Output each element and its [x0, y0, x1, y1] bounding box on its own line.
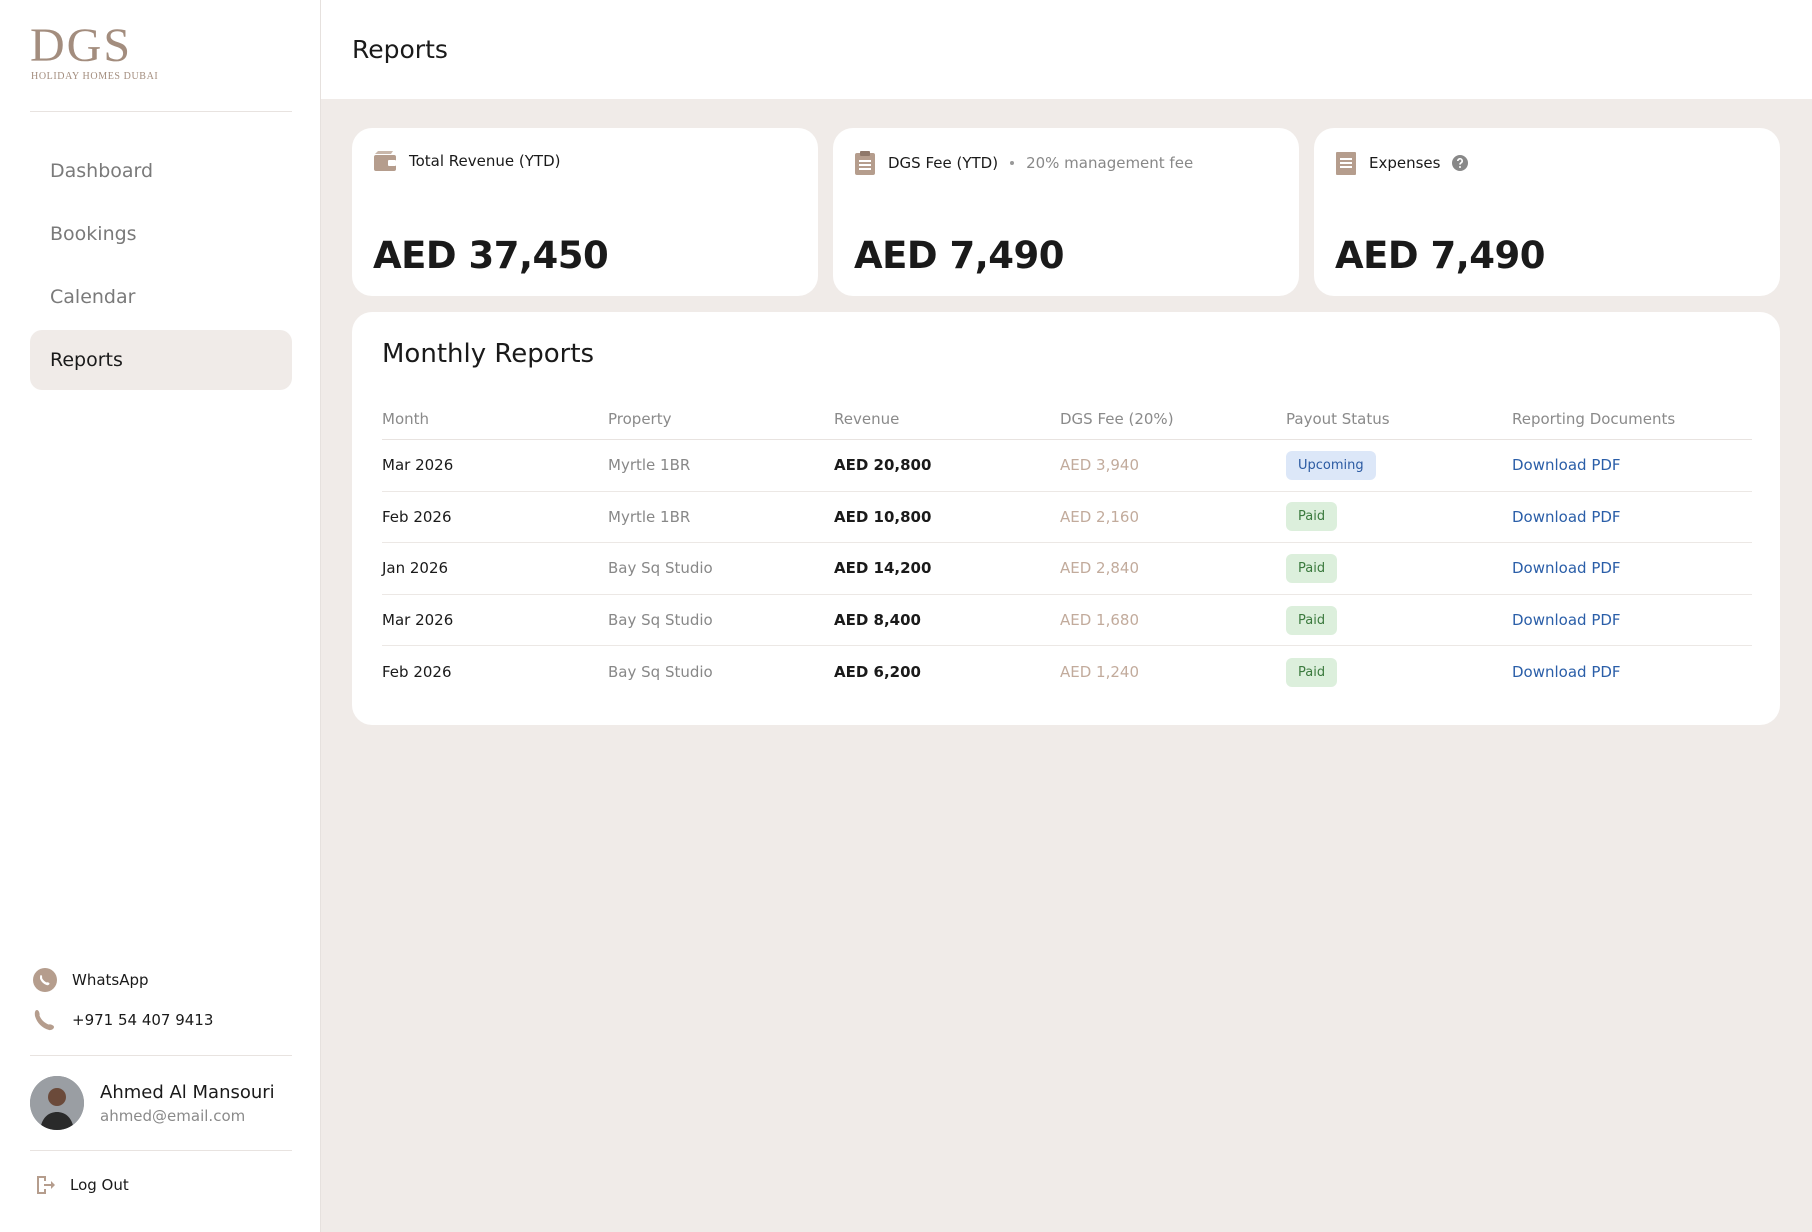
column-header: Reporting Documents: [1512, 410, 1676, 428]
logo-subtitle: HOLIDAY HOMES DUBAI: [31, 71, 159, 82]
sidebar: DGS HOLIDAY HOMES DUBAI Dashboard Booking…: [0, 0, 321, 1232]
card-header: DGS Fee (YTD) 20% management fee: [854, 150, 1193, 176]
nav-item[interactable]: Reports: [30, 330, 292, 390]
download-link[interactable]: Download PDF: [1512, 559, 1621, 578]
payout-status: Paid: [1286, 657, 1338, 687]
column-header: Revenue: [834, 410, 900, 428]
user-email: ahmed@email.com: [100, 1106, 246, 1125]
revenue: AED 10,800: [834, 507, 932, 526]
card-label: DGS Fee (YTD): [888, 154, 999, 172]
page-title: Reports: [352, 35, 448, 64]
wallet-icon: [374, 151, 396, 171]
month: Jan 2026: [382, 559, 449, 578]
summary-cards: Total Revenue (YTD) AED 37,450 DGS Fee (YT…: [352, 128, 1780, 296]
nav-item[interactable]: Bookings: [50, 223, 137, 245]
column-header: Month: [382, 410, 430, 428]
revenue: AED 14,200: [834, 559, 932, 578]
table-row: Feb 2026 Bay Sq Studio AED 6,200 AED 1,240 P…: [382, 646, 1752, 698]
card-header: Expenses: [1335, 150, 1469, 176]
property: Bay Sq Studio: [608, 663, 713, 682]
whatsapp-icon: [33, 968, 57, 992]
property: Bay Sq Studio: [608, 611, 713, 630]
card-value: AED 7,490: [854, 234, 1065, 277]
contact-label: +971 54 407 9413: [72, 1011, 214, 1029]
download-link[interactable]: Download PDF: [1512, 456, 1621, 475]
logo-title: DGS: [30, 19, 133, 72]
summary-card: Expenses AED 7,490: [1314, 128, 1780, 296]
nav-item[interactable]: Calendar: [50, 286, 136, 308]
phone-icon: [34, 1010, 54, 1031]
user-name: Ahmed Al Mansouri: [100, 1081, 275, 1103]
month: Feb 2026: [382, 663, 452, 682]
payout-status: Paid: [1286, 605, 1338, 635]
payout-status: Paid: [1286, 553, 1338, 583]
month: Feb 2026: [382, 507, 452, 526]
dgs-fee: AED 2,840: [1060, 559, 1139, 578]
receipt-icon: [1336, 152, 1356, 175]
payout-status: Upcoming: [1286, 450, 1376, 480]
card-value: AED 37,450: [373, 234, 609, 277]
download-link[interactable]: Download PDF: [1512, 611, 1621, 630]
header: Reports: [321, 0, 1812, 99]
summary-card: Total Revenue (YTD) AED 37,450: [352, 128, 818, 296]
reports-table: Month Property Revenue DGS Fee (20%) Payout …: [382, 410, 1752, 698]
month: Mar 2026: [382, 611, 454, 630]
property: Myrtle 1BR: [608, 456, 691, 475]
card-label: Total Revenue (YTD): [409, 152, 561, 170]
nav: Dashboard Bookings Calendar Reports: [30, 141, 292, 393]
help-icon[interactable]: [1452, 155, 1469, 171]
dgs-fee: AED 3,940: [1060, 456, 1139, 475]
logout-label: Log Out: [70, 1176, 129, 1194]
whatsapp[interactable]: WhatsApp: [32, 967, 149, 993]
property: Bay Sq Studio: [608, 559, 713, 578]
download-link[interactable]: Download PDF: [1512, 507, 1621, 526]
payout-status: Paid: [1286, 502, 1338, 532]
month: Mar 2026: [382, 456, 454, 475]
table-row: Mar 2026 Myrtle 1BR AED 20,800 AED 3,940 Upc…: [382, 440, 1752, 492]
table-row: Mar 2026 Bay Sq Studio AED 8,400 AED 1,680 P…: [382, 595, 1752, 647]
column-header: Payout Status: [1286, 410, 1390, 428]
divider: [30, 1150, 292, 1151]
table-row: Jan 2026 Bay Sq Studio AED 14,200 AED 2,840…: [382, 543, 1752, 595]
revenue: AED 6,200: [834, 663, 921, 682]
card-label: Expenses: [1369, 154, 1441, 172]
divider: [30, 111, 292, 112]
column-header: DGS Fee (20%): [1060, 410, 1174, 428]
download-link[interactable]: Download PDF: [1512, 663, 1621, 682]
avatar: [30, 1076, 84, 1130]
revenue: AED 20,800: [834, 456, 932, 475]
reports-panel: Monthly Reports Month Property Revenue DGS …: [352, 312, 1780, 725]
phone[interactable]: +971 54 407 9413: [32, 1007, 213, 1033]
table-header: Month Property Revenue DGS Fee (20%) Payout …: [382, 410, 1752, 440]
dgs-fee: AED 2,160: [1060, 507, 1139, 526]
card-header: Total Revenue (YTD): [373, 150, 560, 172]
property: Myrtle 1BR: [608, 507, 691, 526]
dgs-fee: AED 1,240: [1060, 663, 1139, 682]
logout[interactable]: Log Out: [34, 1174, 129, 1196]
logout-icon: [37, 1176, 55, 1194]
user: Ahmed Al Mansouri ahmed@email.com: [30, 1076, 275, 1130]
divider: [30, 1055, 292, 1056]
column-header: Property: [608, 410, 672, 428]
revenue: AED 8,400: [834, 611, 921, 630]
nav-item[interactable]: Dashboard: [50, 160, 154, 182]
clipboard-icon: [855, 151, 875, 175]
summary-card: DGS Fee (YTD) 20% management fee AED 7,490: [833, 128, 1299, 296]
user-info: Ahmed Al Mansouri ahmed@email.com: [100, 1082, 275, 1125]
panel-title: Monthly Reports: [382, 339, 595, 369]
card-note: 20% management fee: [1010, 154, 1193, 172]
dgs-fee: AED 1,680: [1060, 611, 1139, 630]
table-row: Feb 2026 Myrtle 1BR AED 10,800 AED 2,160 Pai…: [382, 492, 1752, 544]
contact-label: WhatsApp: [72, 971, 149, 989]
card-value: AED 7,490: [1335, 234, 1546, 277]
